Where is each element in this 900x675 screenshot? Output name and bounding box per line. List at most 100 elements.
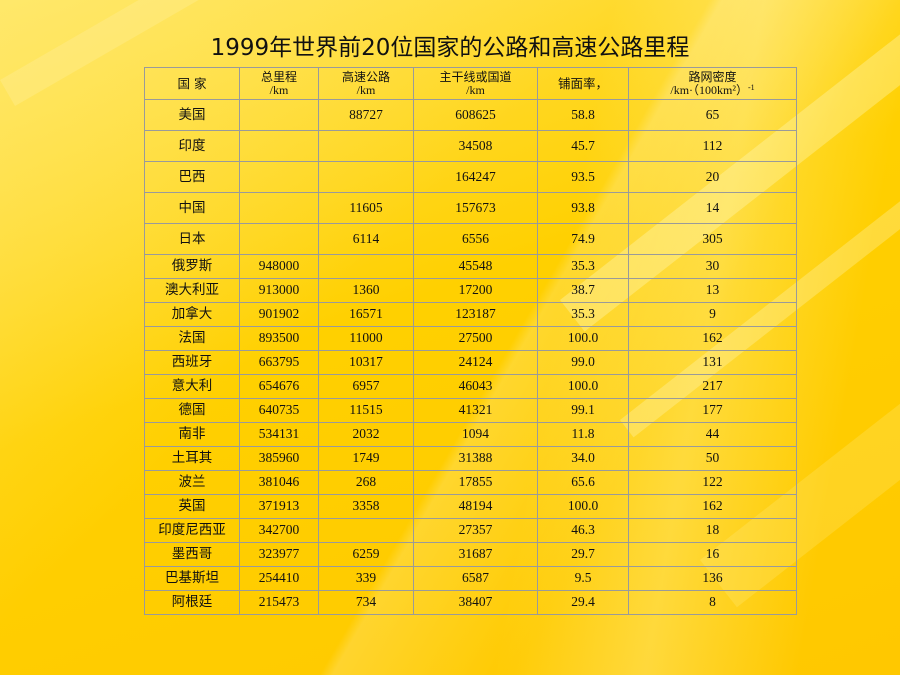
cell-country: 德国 <box>144 398 240 423</box>
cell-paved-rate: 74.9 <box>537 223 629 255</box>
cell-highway <box>318 161 414 193</box>
cell-paved-rate: 100.0 <box>537 494 629 519</box>
cell-paved-rate: 45.7 <box>537 130 629 162</box>
cell-total-length: 254410 <box>239 566 319 591</box>
cell-country: 中国 <box>144 192 240 224</box>
cell-country: 法国 <box>144 326 240 351</box>
cell-network-density: 162 <box>628 326 797 351</box>
cell-paved-rate: 58.8 <box>537 99 629 131</box>
cell-network-density: 8 <box>628 590 797 615</box>
cell-total-length: 654676 <box>239 374 319 399</box>
table-row: 土耳其 385960 1749 31388 34.0 50 <box>144 446 797 471</box>
cell-country: 意大利 <box>144 374 240 399</box>
cell-network-density: 162 <box>628 494 797 519</box>
table-row: 波兰 381046 268 17855 65.6 122 <box>144 470 797 495</box>
cell-total-length: 913000 <box>239 278 319 303</box>
cell-total-length: 381046 <box>239 470 319 495</box>
table-row: 加拿大 901902 16571 123187 35.3 9 <box>144 302 797 327</box>
cell-highway: 11000 <box>318 326 414 351</box>
cell-network-density: 20 <box>628 161 797 193</box>
table-row: 墨西哥 323977 6259 31687 29.7 16 <box>144 542 797 567</box>
cell-network-density: 136 <box>628 566 797 591</box>
cell-network-density: 65 <box>628 99 797 131</box>
cell-highway: 339 <box>318 566 414 591</box>
cell-highway: 11515 <box>318 398 414 423</box>
cell-paved-rate: 35.3 <box>537 302 629 327</box>
table-row: 英国 371913 3358 48194 100.0 162 <box>144 494 797 519</box>
cell-country: 澳大利亚 <box>144 278 240 303</box>
cell-country: 巴基斯坦 <box>144 566 240 591</box>
cell-country: 波兰 <box>144 470 240 495</box>
cell-total-length: 342700 <box>239 518 319 543</box>
cell-total-length: 215473 <box>239 590 319 615</box>
cell-country: 墨西哥 <box>144 542 240 567</box>
cell-highway: 734 <box>318 590 414 615</box>
cell-total-length: 663795 <box>239 350 319 375</box>
cell-total-length: 371913 <box>239 494 319 519</box>
cell-trunk-road: 48194 <box>413 494 538 519</box>
cell-total-length: 640735 <box>239 398 319 423</box>
table-row: 西班牙 663795 10317 24124 99.0 131 <box>144 350 797 375</box>
cell-trunk-road: 17200 <box>413 278 538 303</box>
cell-paved-rate: 29.7 <box>537 542 629 567</box>
cell-highway: 88727 <box>318 99 414 131</box>
cell-network-density: 50 <box>628 446 797 471</box>
header-paved-rate: 铺面率， <box>537 67 629 100</box>
cell-network-density: 14 <box>628 192 797 224</box>
cell-highway <box>318 254 414 279</box>
table-row: 日本 6114 6556 74.9 305 <box>144 223 797 255</box>
cell-highway: 1360 <box>318 278 414 303</box>
cell-country: 英国 <box>144 494 240 519</box>
table-row: 意大利 654676 6957 46043 100.0 217 <box>144 374 797 399</box>
cell-total-length: 323977 <box>239 542 319 567</box>
cell-network-density: 30 <box>628 254 797 279</box>
table-header-row: 国 家 总里程 /km 高速公路 /km 主干线或国道 /km 铺面率， 路网密… <box>144 67 797 100</box>
cell-network-density: 9 <box>628 302 797 327</box>
cell-trunk-road: 1094 <box>413 422 538 447</box>
cell-trunk-road: 6587 <box>413 566 538 591</box>
table-row: 美国 88727 608625 58.8 65 <box>144 99 797 131</box>
cell-highway: 268 <box>318 470 414 495</box>
table-row: 印度 34508 45.7 112 <box>144 130 797 162</box>
cell-paved-rate: 99.1 <box>537 398 629 423</box>
cell-trunk-road: 24124 <box>413 350 538 375</box>
table-row: 中国 11605 157673 93.8 14 <box>144 192 797 224</box>
cell-paved-rate: 100.0 <box>537 326 629 351</box>
cell-trunk-road: 27500 <box>413 326 538 351</box>
cell-paved-rate: 99.0 <box>537 350 629 375</box>
table-row: 巴基斯坦 254410 339 6587 9.5 136 <box>144 566 797 591</box>
cell-network-density: 177 <box>628 398 797 423</box>
cell-total-length <box>239 192 319 224</box>
cell-highway: 6114 <box>318 223 414 255</box>
cell-total-length: 385960 <box>239 446 319 471</box>
cell-paved-rate: 93.5 <box>537 161 629 193</box>
cell-highway: 16571 <box>318 302 414 327</box>
header-network-density: 路网密度 /km·（100km²）-1 <box>628 67 797 100</box>
cell-highway: 1749 <box>318 446 414 471</box>
cell-country: 印度尼西亚 <box>144 518 240 543</box>
cell-paved-rate: 65.6 <box>537 470 629 495</box>
cell-country: 加拿大 <box>144 302 240 327</box>
cell-total-length <box>239 130 319 162</box>
cell-country: 西班牙 <box>144 350 240 375</box>
cell-highway: 11605 <box>318 192 414 224</box>
cell-trunk-road: 45548 <box>413 254 538 279</box>
cell-network-density: 44 <box>628 422 797 447</box>
table-row: 德国 640735 11515 41321 99.1 177 <box>144 398 797 423</box>
cell-country: 印度 <box>144 130 240 162</box>
table-row: 南非 534131 2032 1094 11.8 44 <box>144 422 797 447</box>
road-mileage-table: 国 家 总里程 /km 高速公路 /km 主干线或国道 /km 铺面率， 路网密… <box>144 67 797 615</box>
table-row: 法国 893500 11000 27500 100.0 162 <box>144 326 797 351</box>
cell-trunk-road: 123187 <box>413 302 538 327</box>
cell-country: 阿根廷 <box>144 590 240 615</box>
cell-trunk-road: 608625 <box>413 99 538 131</box>
cell-total-length: 893500 <box>239 326 319 351</box>
cell-trunk-road: 41321 <box>413 398 538 423</box>
cell-total-length <box>239 99 319 131</box>
header-country: 国 家 <box>144 67 240 100</box>
cell-trunk-road: 31388 <box>413 446 538 471</box>
cell-trunk-road: 6556 <box>413 223 538 255</box>
cell-country: 南非 <box>144 422 240 447</box>
table-row: 巴西 164247 93.5 20 <box>144 161 797 193</box>
cell-trunk-road: 31687 <box>413 542 538 567</box>
